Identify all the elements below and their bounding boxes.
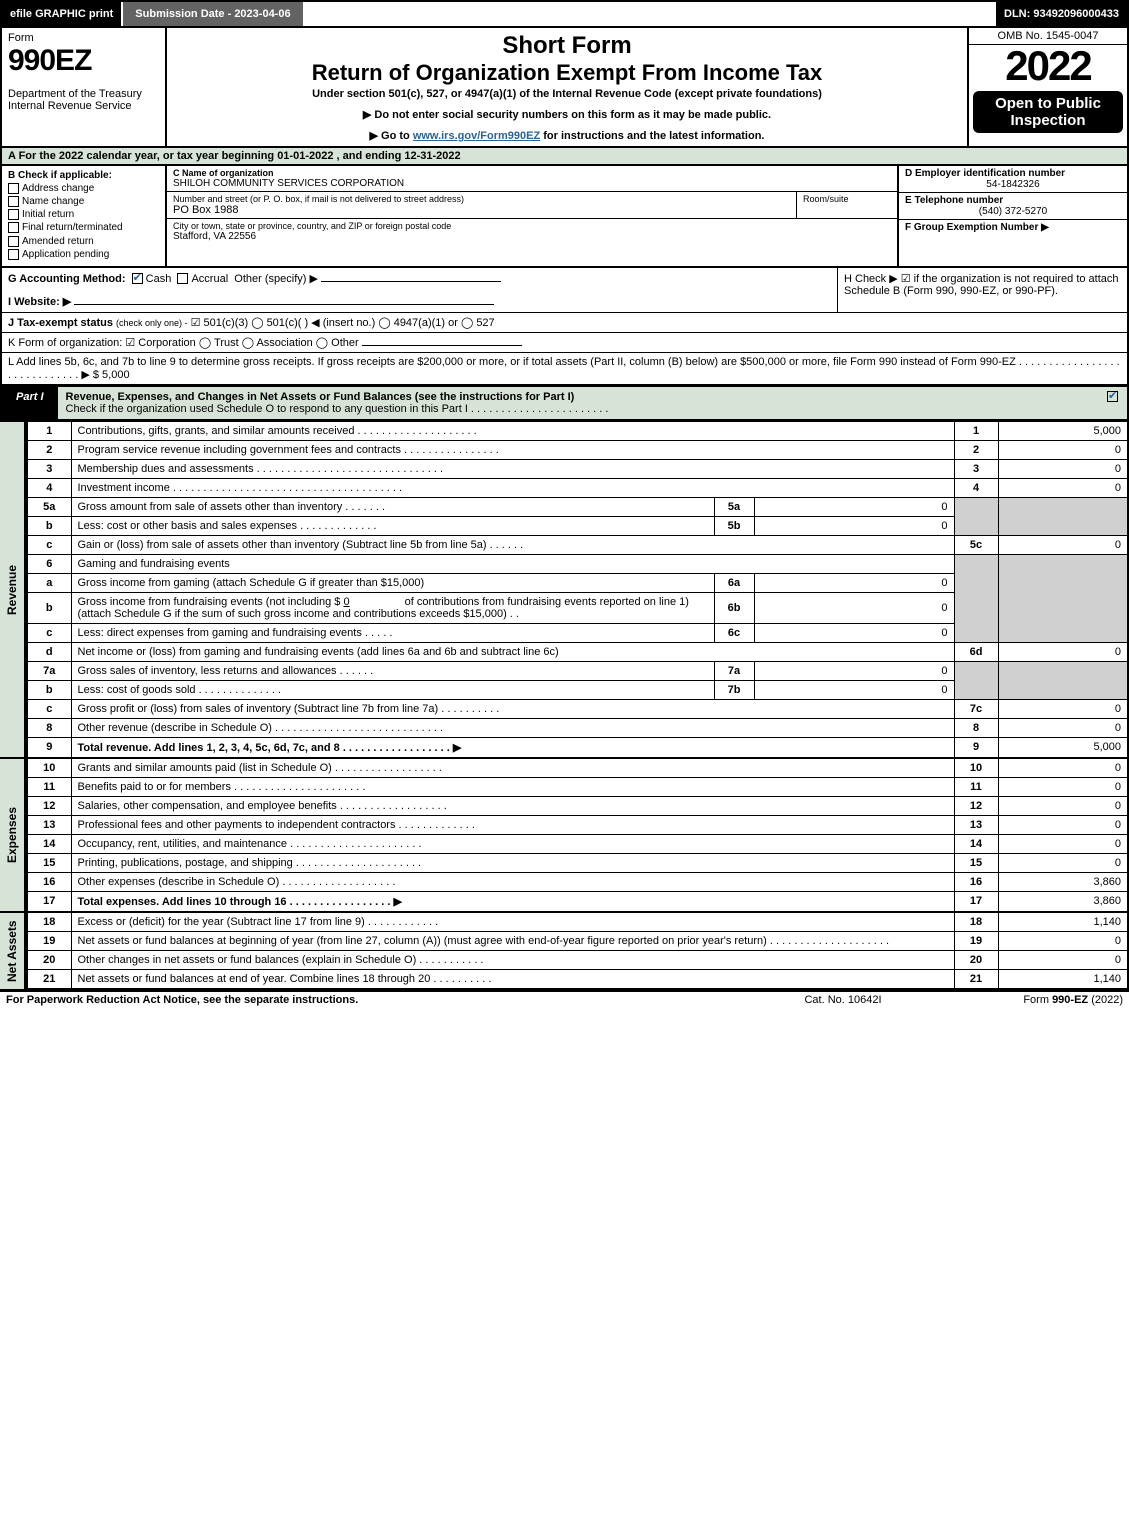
form-header: Form 990EZ Department of the Treasury In… (0, 28, 1129, 148)
group-exemption-row: F Group Exemption Number ▶ (899, 220, 1127, 235)
org-name-row: C Name of organization SHILOH COMMUNITY … (167, 166, 897, 192)
form-number: 990EZ (8, 44, 159, 78)
phone-value: (540) 372-5270 (905, 206, 1121, 217)
expenses-sidetab: Expenses (0, 758, 26, 912)
col-b-header: B Check if applicable: (8, 170, 159, 181)
ck-address-change[interactable]: Address change (8, 183, 159, 194)
revenue-section: Revenue 1Contributions, gifts, grants, a… (0, 421, 1129, 758)
header-right: OMB No. 1545-0047 2022 Open to Public In… (967, 28, 1127, 146)
footer-left: For Paperwork Reduction Act Notice, see … (6, 994, 743, 1006)
open-inspection-badge: Open to Public Inspection (973, 91, 1123, 133)
row-k: K Form of organization: ☑ Corporation ◯ … (0, 333, 1129, 353)
row-l: L Add lines 5b, 6c, and 7b to line 9 to … (0, 353, 1129, 386)
form-title: Return of Organization Exempt From Incom… (175, 60, 959, 86)
department-label: Department of the Treasury Internal Reve… (8, 88, 159, 112)
ghi-left: G Accounting Method: Cash Accrual Other … (2, 268, 837, 312)
row-h: H Check ▶ ☑ if the organization is not r… (837, 268, 1127, 312)
page-footer: For Paperwork Reduction Act Notice, see … (0, 990, 1129, 1008)
city-row: City or town, state or province, country… (167, 219, 897, 244)
netassets-section: Net Assets 18Excess or (deficit) for the… (0, 912, 1129, 990)
addr-value: PO Box 1988 (173, 204, 790, 216)
phone-label: E Telephone number (905, 195, 1121, 206)
ein-value: 54-1842326 (905, 179, 1121, 190)
ein-label: D Employer identification number (905, 168, 1121, 179)
row-a-tax-year: A For the 2022 calendar year, or tax yea… (0, 148, 1129, 166)
goto-post: for instructions and the latest informat… (540, 130, 764, 142)
header-left: Form 990EZ Department of the Treasury In… (2, 28, 167, 146)
ck-accrual[interactable] (177, 273, 188, 284)
city-value: Stafford, VA 22556 (173, 231, 891, 242)
header-center: Short Form Return of Organization Exempt… (167, 28, 967, 146)
topbar-spacer (303, 2, 996, 26)
col-def: D Employer identification number 54-1842… (897, 166, 1127, 266)
expenses-section: Expenses 10Grants and similar amounts pa… (0, 758, 1129, 912)
footer-catalog: Cat. No. 10642I (743, 994, 943, 1006)
submission-date-button[interactable]: Submission Date - 2023-04-06 (123, 2, 302, 26)
block-bcdef: B Check if applicable: Address change Na… (0, 166, 1129, 268)
org-name-label: C Name of organization (173, 168, 891, 178)
room-cell: Room/suite (797, 192, 897, 218)
revenue-table: 1Contributions, gifts, grants, and simil… (26, 421, 1129, 758)
org-name-value: SHILOH COMMUNITY SERVICES CORPORATION (173, 178, 891, 189)
addr-cell: Number and street (or P. O. box, if mail… (167, 192, 797, 218)
ck-application-pending[interactable]: Application pending (8, 249, 159, 260)
row-j: J Tax-exempt status (check only one) - ☑… (0, 313, 1129, 333)
row-g: G Accounting Method: Cash Accrual Other … (8, 272, 831, 285)
room-label: Room/suite (803, 194, 891, 204)
group-exemption-label: F Group Exemption Number ▶ (905, 222, 1121, 233)
row-i: I Website: ▶ (8, 295, 831, 308)
part1-tab: Part I (2, 387, 58, 419)
goto-pre: ▶ Go to (370, 130, 413, 142)
topbar: efile GRAPHIC print Submission Date - 20… (0, 0, 1129, 28)
part1-scheduleO-check[interactable] (1097, 387, 1127, 419)
netassets-sidetab: Net Assets (0, 912, 26, 990)
efile-print-button[interactable]: efile GRAPHIC print (2, 2, 123, 26)
part1-sub: Check if the organization used Schedule … (66, 403, 609, 415)
block-ghi: G Accounting Method: Cash Accrual Other … (0, 268, 1129, 313)
city-label: City or town, state or province, country… (173, 221, 891, 231)
form-label: Form (8, 32, 159, 44)
netassets-table: 18Excess or (deficit) for the year (Subt… (26, 912, 1129, 990)
tax-year: 2022 (969, 45, 1127, 87)
short-form-title: Short Form (175, 32, 959, 60)
irs-link[interactable]: www.irs.gov/Form990EZ (413, 130, 540, 142)
revenue-sidetab: Revenue (0, 421, 26, 758)
part1-title: Revenue, Expenses, and Changes in Net As… (58, 387, 1097, 419)
part1-header: Part I Revenue, Expenses, and Changes in… (0, 386, 1129, 421)
ck-final-return[interactable]: Final return/terminated (8, 222, 159, 233)
goto-note: ▶ Go to www.irs.gov/Form990EZ for instru… (175, 129, 959, 142)
ck-cash[interactable] (132, 273, 143, 284)
dln-label: DLN: 93492096000433 (996, 2, 1127, 26)
col-b-checkboxes: B Check if applicable: Address change Na… (2, 166, 167, 266)
addr-label: Number and street (or P. O. box, if mail… (173, 194, 790, 204)
ssn-note: ▶ Do not enter social security numbers o… (175, 108, 959, 121)
expenses-table: 10Grants and similar amounts paid (list … (26, 758, 1129, 912)
ein-row: D Employer identification number 54-1842… (899, 166, 1127, 193)
ck-name-change[interactable]: Name change (8, 196, 159, 207)
ck-initial-return[interactable]: Initial return (8, 209, 159, 220)
form-subtitle: Under section 501(c), 527, or 4947(a)(1)… (175, 88, 959, 100)
ck-amended-return[interactable]: Amended return (8, 236, 159, 247)
phone-row: E Telephone number (540) 372-5270 (899, 193, 1127, 220)
footer-form: Form 990-EZ (2022) (943, 994, 1123, 1006)
col-c-org-info: C Name of organization SHILOH COMMUNITY … (167, 166, 897, 266)
